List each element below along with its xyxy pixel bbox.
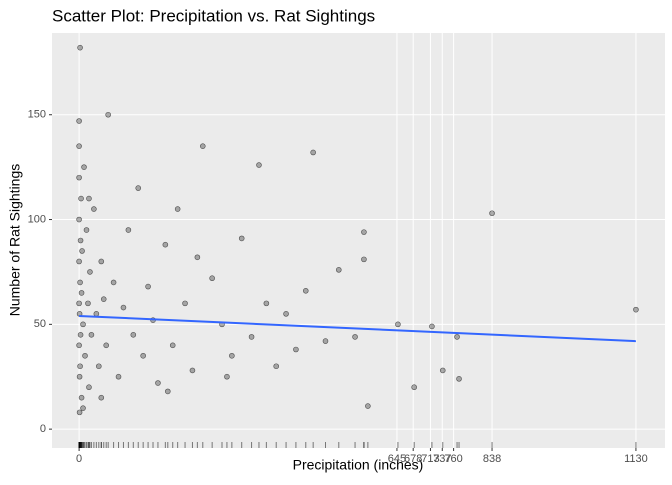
y-tick-label: 100 bbox=[28, 213, 46, 225]
point bbox=[456, 376, 462, 382]
point bbox=[77, 44, 83, 51]
point bbox=[273, 363, 280, 370]
point bbox=[209, 275, 215, 282]
point bbox=[96, 363, 102, 370]
point bbox=[78, 195, 84, 202]
point bbox=[395, 321, 401, 328]
point bbox=[199, 143, 206, 149]
point bbox=[361, 229, 367, 235]
point bbox=[76, 300, 82, 307]
point bbox=[489, 210, 495, 217]
point bbox=[322, 338, 329, 344]
point bbox=[87, 269, 93, 275]
point bbox=[145, 283, 151, 290]
x-axis-title: Precipitation (inches) bbox=[293, 457, 424, 473]
point bbox=[103, 342, 110, 349]
x-tick-label: 737 bbox=[433, 453, 451, 465]
point bbox=[76, 258, 82, 265]
point bbox=[162, 241, 169, 248]
point bbox=[100, 296, 107, 302]
y-tick-label: 150 bbox=[28, 109, 46, 121]
x-tick-label: 838 bbox=[483, 453, 501, 465]
y-tick-label: 0 bbox=[40, 423, 46, 435]
point bbox=[85, 300, 91, 307]
point bbox=[248, 334, 255, 340]
point bbox=[140, 352, 146, 359]
point bbox=[263, 300, 270, 307]
x-tick-label: 1130 bbox=[624, 453, 648, 465]
point bbox=[283, 311, 289, 317]
point bbox=[83, 227, 90, 233]
point bbox=[93, 311, 100, 317]
x-tick-label: 0 bbox=[76, 453, 82, 465]
point bbox=[81, 164, 87, 170]
trend-line bbox=[79, 314, 636, 343]
point bbox=[302, 288, 309, 294]
point bbox=[78, 290, 85, 296]
point bbox=[78, 394, 85, 401]
point bbox=[86, 195, 92, 202]
point bbox=[82, 352, 88, 359]
point bbox=[76, 143, 82, 149]
point bbox=[77, 332, 84, 338]
point bbox=[454, 334, 460, 340]
point bbox=[120, 304, 127, 311]
point bbox=[256, 162, 262, 168]
point bbox=[224, 373, 230, 380]
point bbox=[633, 306, 639, 313]
x-tick-label: 645 bbox=[388, 453, 406, 465]
point bbox=[88, 332, 95, 338]
point bbox=[194, 254, 201, 261]
point bbox=[365, 403, 371, 409]
point bbox=[125, 227, 132, 233]
point bbox=[76, 409, 83, 416]
point bbox=[411, 384, 417, 391]
point bbox=[86, 384, 92, 391]
point bbox=[293, 346, 299, 353]
point bbox=[76, 216, 82, 223]
point bbox=[182, 300, 188, 307]
point bbox=[80, 405, 86, 411]
point bbox=[352, 334, 358, 340]
point bbox=[115, 373, 122, 380]
point bbox=[76, 174, 82, 181]
point bbox=[76, 342, 82, 349]
point bbox=[169, 342, 176, 349]
point bbox=[98, 258, 105, 265]
x-tick-label: 713 bbox=[421, 453, 439, 465]
point bbox=[110, 279, 117, 286]
point bbox=[77, 363, 83, 370]
point bbox=[98, 394, 105, 401]
y-tick-label: 50 bbox=[34, 318, 46, 330]
point bbox=[189, 367, 196, 374]
point bbox=[91, 206, 97, 212]
point bbox=[76, 373, 83, 380]
panel bbox=[52, 33, 665, 448]
point bbox=[164, 388, 171, 395]
point bbox=[174, 206, 181, 212]
point bbox=[155, 380, 161, 386]
point bbox=[238, 235, 245, 242]
point bbox=[80, 321, 86, 328]
chart-title: Scatter Plot: Precipitation vs. Rat Sigh… bbox=[52, 6, 375, 25]
point bbox=[310, 149, 316, 156]
point bbox=[77, 237, 84, 244]
point bbox=[361, 256, 367, 263]
x-tick-label: 678 bbox=[404, 453, 422, 465]
point bbox=[79, 248, 85, 254]
point bbox=[335, 267, 342, 273]
point bbox=[77, 279, 83, 286]
point bbox=[439, 367, 446, 374]
point bbox=[229, 352, 235, 359]
point bbox=[76, 118, 82, 124]
point bbox=[429, 323, 435, 330]
x-tick-label: 760 bbox=[444, 453, 462, 465]
point bbox=[135, 185, 142, 191]
y-axis-title: Number of Rat Sightings bbox=[7, 164, 23, 317]
point bbox=[130, 332, 137, 338]
point bbox=[105, 111, 111, 118]
